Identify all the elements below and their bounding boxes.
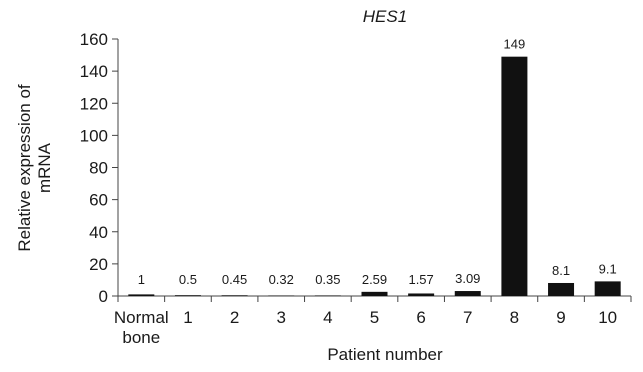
x-tick-label: 4 <box>323 308 332 327</box>
x-tick-label: 9 <box>556 308 565 327</box>
bar <box>128 294 155 296</box>
x-tick-label: Normal <box>114 308 169 327</box>
x-tick-label: 10 <box>598 308 617 327</box>
bar <box>221 295 248 296</box>
bar <box>548 282 575 296</box>
x-tick-label: 5 <box>370 308 379 327</box>
x-axis <box>117 295 632 302</box>
y-tick-label: 20 <box>89 255 108 274</box>
data-label: 0.32 <box>269 272 294 287</box>
x-axis-label: Patient number <box>327 345 443 364</box>
bars <box>128 56 621 297</box>
y-tick-label: 0 <box>99 287 108 306</box>
bar <box>501 56 528 297</box>
y-axis: 0 20 40 60 80 100 120 140 160 <box>80 30 119 306</box>
data-label: 1 <box>138 272 145 287</box>
data-label: 149 <box>504 37 526 52</box>
data-label: 3.09 <box>455 271 480 286</box>
data-label: 9.1 <box>599 261 617 276</box>
y-tick-label: 40 <box>89 223 108 242</box>
y-axis-label-line: Relative expression of <box>15 84 34 252</box>
data-labels: 1 0.5 0.45 0.32 0.35 2.59 1.57 3.09 149 8.1 9.1 <box>138 37 617 287</box>
bar <box>314 295 341 296</box>
bar <box>408 293 435 296</box>
data-label: 0.5 <box>179 272 197 287</box>
x-tick-label: bone <box>122 328 160 347</box>
y-tick-label: 160 <box>80 30 108 49</box>
y-axis-label: Relative expression of mRNA <box>15 84 54 252</box>
bar <box>174 295 201 296</box>
x-tick-label: 7 <box>463 308 472 327</box>
x-tick-label: 3 <box>276 308 285 327</box>
data-label: 8.1 <box>552 263 570 278</box>
x-tick-label: 8 <box>510 308 519 327</box>
bar <box>454 291 481 296</box>
chart-title: HES1 <box>363 7 407 26</box>
data-label: 0.45 <box>222 272 247 287</box>
y-tick-label: 80 <box>89 159 108 178</box>
y-tick-label: 140 <box>80 62 108 81</box>
data-label: 0.35 <box>315 272 340 287</box>
y-tick-label: 120 <box>80 94 108 113</box>
x-tick-label: 2 <box>230 308 239 327</box>
y-tick-label: 60 <box>89 191 108 210</box>
y-tick-label: 100 <box>80 126 108 145</box>
x-tick-label: 1 <box>183 308 192 327</box>
bar <box>594 281 621 296</box>
bar <box>268 295 295 296</box>
x-tick-label: 6 <box>416 308 425 327</box>
data-label: 2.59 <box>362 272 387 287</box>
data-label: 1.57 <box>408 272 433 287</box>
y-axis-label-line: mRNA <box>35 142 54 193</box>
bar <box>361 291 388 296</box>
